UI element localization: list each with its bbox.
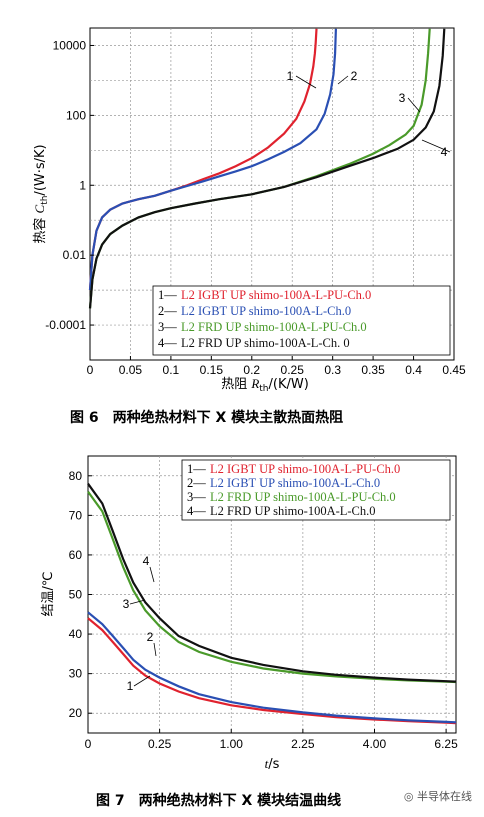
fig7-legend-entry: L2 IGBT UP shimo-100A-L-Ch.0: [210, 476, 380, 490]
fig7-legend-entry: L2 FRD UP shimo-100A-L-Ch.0: [210, 504, 376, 518]
fig6-x-tick-label: 0.25: [281, 363, 305, 377]
fig6-y-tick-label: 0.01: [63, 248, 87, 262]
fig7-x-tick-label: 2.25: [291, 737, 315, 751]
fig6-x-tick-label: 0.35: [361, 363, 385, 377]
fig7-series-line-4: [87, 483, 457, 683]
figure6-chart: 0 0.05 0.1 0.15 0.2 0.25 0.3 0.35 0.4 0.45 -0.0001…: [32, 27, 466, 394]
fig7-legend-marker: 1—: [187, 462, 206, 476]
fig6-x-tick-label: 0.45: [442, 363, 466, 377]
fig6-x-tick-label: 0.4: [405, 363, 422, 377]
fig7-y-tick-label: 80: [69, 469, 83, 483]
fig7-callout-leader: [149, 566, 155, 583]
fig6-legend-marker: 1—: [158, 288, 177, 302]
figure7-caption: 图 7 两种绝热材料下 X 模块结温曲线: [96, 793, 342, 809]
fig6-y-tick-label: 1: [79, 178, 86, 192]
fig7-x-tick-label: 1.00: [220, 737, 244, 751]
fig6-legend-box: [152, 285, 451, 356]
fig6-series-line-4: [88, 28, 446, 309]
fig6-callout-leader: [407, 97, 421, 113]
fig7-y-tick-label: 70: [69, 508, 83, 522]
figure7-chart: 0 0.25 1.00 2.25 4.00 6.25 20 30 40 50 60 70 80 1 2 3 4…: [41, 455, 458, 772]
fig7-legend-entry: L2 IGBT UP shimo-100A-L-PU-Ch.0: [210, 462, 400, 476]
fig6-y-tick-label: 100: [66, 108, 86, 122]
fig7-x-tick-label: 4.00: [363, 737, 387, 751]
fig7-callout-leader: [153, 642, 157, 657]
fig6-legend: 1— L2 IGBT UP shimo-100A-L-PU-Ch.0 2— L2 IG…: [158, 288, 371, 350]
fig7-series-line-2: [87, 611, 457, 724]
fig6-legend-marker: 4—: [158, 336, 177, 350]
fig7-y-tick-label: 20: [69, 706, 83, 720]
fig7-legend-entry: L2 FRD UP shimo-100A-L-PU-Ch.0: [210, 490, 396, 504]
fig6-callouts: 1 2 3 4: [287, 69, 451, 159]
fig7-legend-marker: 4—: [187, 504, 206, 518]
fig7-callout-label: 3: [123, 597, 130, 611]
fig7-callouts: 1 2 3 4: [123, 554, 157, 693]
fig7-callout-label: 2: [147, 630, 154, 644]
fig7-legend: 1— L2 IGBT UP shimo-100A-L-PU-Ch.0 2— L2 IG…: [187, 462, 400, 518]
fig7-x-tick-label: 0.25: [148, 737, 172, 751]
fig6-callout-label: 4: [441, 145, 448, 159]
fig6-y-tick-label: -0.0001: [45, 318, 86, 332]
fig6-x-tick-label: 0.15: [200, 363, 224, 377]
fig6-legend-entry: L2 IGBT UP shimo-100A-L-Ch.0: [181, 304, 351, 318]
fig7-series-group: [87, 483, 457, 725]
fig7-legend-marker: 3—: [187, 490, 206, 504]
fig6-series-group: [88, 28, 446, 309]
fig6-callout-label: 2: [351, 69, 358, 83]
fig7-y-tick-label: 40: [69, 627, 83, 641]
fig7-ylabel: 结温/℃: [41, 572, 56, 617]
fig7-legend-marker: 2—: [187, 476, 206, 490]
fig6-legend-marker: 2—: [158, 304, 177, 318]
fig7-x-tick-label: 0: [85, 737, 92, 751]
fig6-legend-entry: L2 FRD UP shimo-100A-L-PU-Ch.0: [181, 320, 367, 334]
fig6-legend-entry: L2 IGBT UP shimo-100A-L-PU-Ch.0: [181, 288, 371, 302]
fig6-x-tick-label: 0: [87, 363, 94, 377]
fig6-legend-marker: 3—: [158, 320, 177, 334]
watermark-text: 半导体在线: [417, 790, 472, 803]
fig6-callout-label: 3: [399, 91, 406, 105]
fig6-series-line-2: [88, 28, 337, 291]
fig7-xlabel: t/s: [265, 756, 280, 772]
fig7-ticks: 0 0.25 1.00 2.25 4.00 6.25 20 30 40 50 60 70 80: [69, 469, 458, 751]
fig6-x-tick-label: 0.05: [119, 363, 143, 377]
fig7-y-tick-label: 50: [69, 588, 83, 602]
fig6-x-tick-label: 0.3: [324, 363, 341, 377]
fig7-callout-label: 1: [127, 679, 134, 693]
fig6-callout-leader: [421, 139, 451, 153]
fig7-legend-box: [181, 459, 451, 521]
fig6-x-tick-label: 0.1: [163, 363, 180, 377]
fig6-ticks: 0 0.05 0.1 0.15 0.2 0.25 0.3 0.35 0.4 0.45 -0.0001…: [45, 38, 466, 377]
fig6-x-tick-label: 0.2: [243, 363, 260, 377]
fig6-callout-leader: [337, 75, 349, 85]
fig6-legend-entry: L2 FRD UP shimo-100A-L-Ch. 0: [181, 336, 350, 350]
fig6-y-tick-label: 10000: [53, 38, 87, 52]
fig6-xlabel: 热阻 Rth/(K/W): [221, 376, 309, 394]
fig7-y-tick-label: 30: [69, 667, 83, 681]
fig6-callout-leader: [295, 75, 317, 89]
fig6-ylabel: 热容 Cth/(W·s/K): [32, 144, 50, 243]
fig7-callout-leader: [133, 675, 151, 687]
fig7-y-tick-label: 60: [69, 548, 83, 562]
fig7-callout-label: 4: [143, 554, 150, 568]
fig6-callout-label: 1: [287, 69, 294, 83]
fig7-callout-leader: [129, 599, 146, 605]
watermark: ◎ 半导体在线: [403, 790, 472, 803]
figure6-caption: 图 6 两种绝热材料下 X 模块主散热面热阻: [70, 410, 344, 426]
fig7-x-tick-label: 6.25: [434, 737, 458, 751]
